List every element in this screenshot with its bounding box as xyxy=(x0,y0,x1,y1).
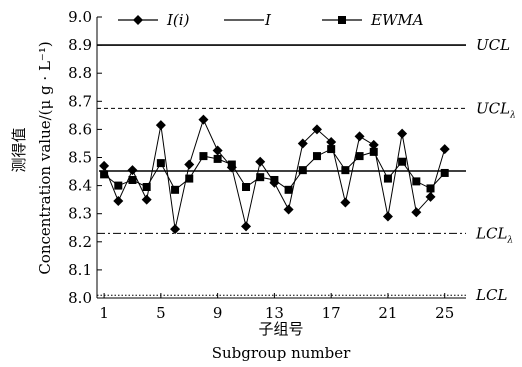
data-point-ewma xyxy=(185,174,194,183)
data-point-i-i xyxy=(155,120,166,131)
data-point-i-i xyxy=(99,160,110,171)
legend-label: I(i) xyxy=(166,11,190,29)
data-point-i-i xyxy=(212,145,223,156)
y-tick-label: 9.0 xyxy=(68,8,92,26)
reference-label-ucl-lambda: UCLλ xyxy=(476,99,516,120)
data-point-i-i xyxy=(326,137,337,148)
series-line-i-i xyxy=(103,118,446,230)
data-point-i-i xyxy=(368,139,379,150)
data-point-i-i xyxy=(255,156,266,167)
y-tick-label: 8.8 xyxy=(68,64,92,82)
legend-label: I xyxy=(264,11,272,29)
x-tick-label: 17 xyxy=(322,304,341,322)
data-point-ewma xyxy=(256,173,265,182)
legend-entry-i-i: I(i) xyxy=(118,11,190,29)
data-point-ewma xyxy=(383,174,392,183)
data-point-ewma xyxy=(142,183,151,192)
data-point-ewma xyxy=(327,145,336,154)
y-tick-label: 8.6 xyxy=(68,120,92,138)
legend: I(i) I EWMA xyxy=(118,11,424,29)
data-point-ewma xyxy=(440,168,449,177)
data-point-i-i xyxy=(198,114,209,125)
y-tick-label: 8.1 xyxy=(68,261,92,279)
data-point-i-i xyxy=(311,124,322,135)
legend-label: EWMA xyxy=(370,11,424,29)
x-tick-label: 21 xyxy=(378,304,397,322)
data-point-i-i xyxy=(411,207,422,218)
data-point-ewma xyxy=(412,177,421,186)
data-point-i-i xyxy=(354,131,365,142)
y-tick-label: 8.9 xyxy=(68,36,92,54)
x-ticks: 1 5 9 13 17 21 25 xyxy=(99,293,454,322)
x-tick-label: 25 xyxy=(435,304,454,322)
y-tick-label: 8.7 xyxy=(68,92,92,110)
data-point-i-i xyxy=(113,196,124,207)
data-point-ewma xyxy=(369,147,378,156)
y-tick-label: 8.2 xyxy=(68,233,92,251)
data-point-i-i xyxy=(382,211,393,222)
data-point-i-i xyxy=(297,138,308,149)
data-point-i-i xyxy=(340,197,351,208)
reference-label-lcl: LCL xyxy=(475,286,507,304)
data-point-i-i xyxy=(127,165,138,176)
x-tick-label: 5 xyxy=(156,304,166,322)
reference-label-lcl-lambda: LCLλ xyxy=(475,224,513,245)
data-point-ewma xyxy=(114,181,123,190)
series-ewma xyxy=(100,145,449,194)
data-point-ewma xyxy=(213,154,222,163)
legend-marker xyxy=(338,16,346,24)
y-tick-label: 8.4 xyxy=(68,177,92,195)
reference-lines xyxy=(97,44,466,296)
data-point-ewma xyxy=(312,152,321,161)
reference-line-labels: UCL UCLλ LCLλ LCL xyxy=(475,36,516,304)
data-point-i-i xyxy=(141,194,152,205)
data-point-ewma xyxy=(171,185,180,194)
data-point-i-i xyxy=(170,224,181,235)
data-point-i-i xyxy=(439,144,450,155)
x-tick-label: 13 xyxy=(265,304,284,322)
legend-marker xyxy=(133,15,143,25)
y-axis-label-chinese: 测得值 xyxy=(10,127,28,172)
data-point-ewma xyxy=(242,183,251,192)
legend-entry-ewma: EWMA xyxy=(322,11,424,29)
x-tick-label: 9 xyxy=(213,304,223,322)
data-point-ewma xyxy=(156,159,165,168)
y-tick-label: 8.0 xyxy=(68,289,92,307)
data-point-i-i xyxy=(184,159,195,170)
data-point-i-i xyxy=(425,191,436,202)
data-point-i-i xyxy=(397,128,408,139)
axes xyxy=(96,17,466,299)
y-ticks: 8.0 8.1 8.2 8.3 8.4 8.5 8.6 8.7 8.8 8.9 9.0 xyxy=(68,8,102,307)
data-point-ewma xyxy=(298,166,307,175)
y-axis-label-english: Concentration value/(μ g · L⁻¹) xyxy=(36,41,54,274)
y-tick-label: 8.5 xyxy=(68,149,92,167)
data-series xyxy=(99,114,450,235)
x-axis-label-chinese: 子组号 xyxy=(258,320,303,338)
legend-entry-i: I xyxy=(224,11,272,29)
data-point-i-i xyxy=(283,204,294,215)
data-point-ewma xyxy=(355,152,364,161)
data-point-ewma xyxy=(341,166,350,175)
data-point-ewma xyxy=(270,175,279,184)
series-i-i xyxy=(99,114,450,235)
data-point-ewma xyxy=(128,175,137,184)
reference-label-ucl: UCL xyxy=(476,36,510,54)
y-tick-label: 8.3 xyxy=(68,205,92,223)
data-point-ewma xyxy=(284,185,293,194)
x-axis-label-english: Subgroup number xyxy=(212,344,351,362)
data-point-ewma xyxy=(227,160,236,169)
data-point-ewma xyxy=(199,152,208,161)
data-point-ewma xyxy=(426,184,435,193)
x-tick-label: 1 xyxy=(99,304,109,322)
data-point-ewma xyxy=(100,170,109,179)
data-point-i-i xyxy=(241,221,252,232)
data-point-ewma xyxy=(398,157,407,166)
